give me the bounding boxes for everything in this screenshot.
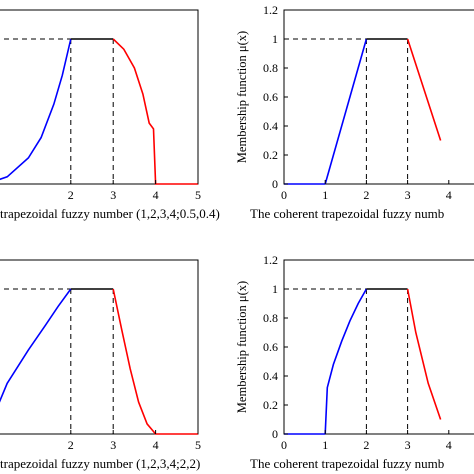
chart-panel-3: 2 3 4 5 trapezoidal fuzzy number (1,2,3,4;2,…	[0, 259, 201, 471]
y-tick-label: 0.6	[263, 90, 278, 104]
series-line-3	[112, 288, 198, 435]
x-axis-label: trapezoidal fuzzy number (1,2,3,4;2,2)	[0, 456, 200, 471]
chart-panel-4: 0 1 2 3 4 0 0.2 0.4 0.6 0.8 1 1.2 Membership functio…	[235, 253, 474, 471]
chart-panel-1: 2 3 4 5 trapezoidal fuzzy number (1,2,3,4;0.…	[0, 9, 220, 221]
x-tick-label: 4	[446, 188, 452, 202]
plot-area-frame	[283, 9, 474, 185]
plot-area-frame	[0, 9, 199, 185]
x-tick-label: 5	[195, 438, 201, 452]
series-line-4	[406, 38, 442, 141]
x-tick-label: 1	[322, 438, 328, 452]
y-tick-label: 1	[272, 32, 278, 46]
x-axis-label: The coherent trapezoidal fuzzy numb	[250, 206, 444, 221]
series-line-1	[0, 288, 72, 403]
x-tick-label: 2	[68, 188, 74, 202]
x-tick-label: 5	[195, 188, 201, 202]
y-tick-label: 0	[272, 177, 278, 191]
x-tick-label: 0	[281, 188, 287, 202]
x-tick-label: 1	[322, 188, 328, 202]
y-axis-label: Membership function μ(x)	[235, 281, 249, 413]
x-tick-label: 2	[363, 438, 369, 452]
y-tick-label: 0.8	[263, 61, 278, 75]
chart-panel-2: 0 1 2 3 4 0 0.2 0.4 0.6 0.8 1 1.2 Membership functio…	[235, 3, 474, 221]
y-tick-label: 1.2	[263, 253, 278, 267]
series-line-4	[406, 288, 442, 420]
x-tick-label: 4	[446, 438, 452, 452]
plot-area-frame	[0, 259, 199, 435]
series-line-2	[324, 38, 368, 185]
x-tick-label: 3	[110, 188, 116, 202]
y-tick-label: 0.6	[263, 340, 278, 354]
y-axis-label: Membership function μ(x)	[235, 31, 249, 163]
plot-area-frame	[283, 259, 474, 435]
y-tick-label: 0.2	[263, 148, 278, 162]
y-tick-label: 0.4	[263, 119, 278, 133]
y-tick-label: 0.2	[263, 398, 278, 412]
series-line-1	[0, 38, 72, 181]
y-tick-label: 0.4	[263, 369, 278, 383]
x-tick-label: 3	[405, 188, 411, 202]
x-tick-label: 4	[153, 188, 159, 202]
x-tick-label: 2	[363, 188, 369, 202]
x-tick-label: 2	[68, 438, 74, 452]
x-axis-label: The coherent trapezoidal fuzzy numb	[250, 456, 444, 471]
x-tick-label: 3	[405, 438, 411, 452]
y-tick-label: 1	[272, 282, 278, 296]
x-tick-label: 0	[281, 438, 287, 452]
x-axis-label: trapezoidal fuzzy number (1,2,3,4;0.5,0.…	[0, 206, 220, 221]
series-line-2	[324, 288, 368, 435]
x-tick-label: 3	[110, 438, 116, 452]
y-tick-label: 0	[272, 427, 278, 441]
x-tick-label: 4	[153, 438, 159, 452]
y-tick-label: 1.2	[263, 3, 278, 17]
y-tick-label: 0.8	[263, 311, 278, 325]
series-line-3	[112, 38, 198, 185]
